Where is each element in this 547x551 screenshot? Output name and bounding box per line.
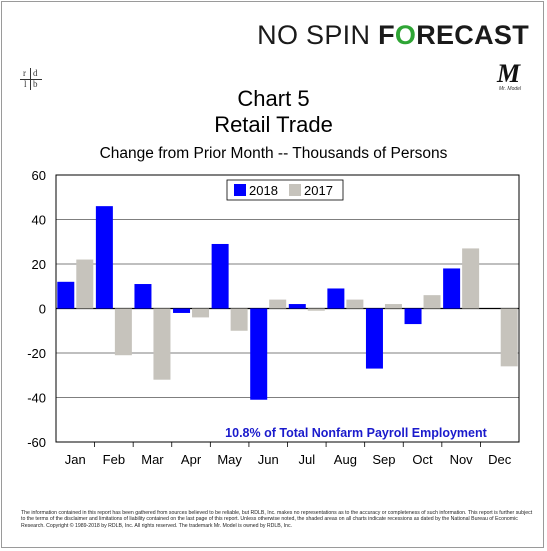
x-tick-label: Mar (141, 452, 164, 467)
y-tick-label: 0 (39, 302, 46, 317)
chart-subtitle: Retail Trade (214, 112, 333, 137)
bar-2017-nov (462, 248, 480, 309)
bar-2017-sep (384, 304, 402, 309)
y-tick-label: 20 (32, 257, 46, 272)
legend-swatch-2017 (289, 184, 301, 196)
x-tick-label: Sep (372, 452, 395, 467)
x-tick-label: Apr (181, 452, 202, 467)
bar-2017-oct (423, 295, 441, 309)
rdlb-logo: r d l b (20, 68, 42, 90)
y-tick-label: 60 (32, 168, 46, 183)
bar-2017-aug (346, 299, 364, 309)
plot-border (55, 174, 520, 443)
y-tick-label: -60 (27, 435, 46, 450)
x-tick-label: Jan (65, 452, 86, 467)
bar-2018-apr (173, 308, 191, 313)
legend-label-2017: 2017 (304, 183, 333, 198)
bar-2017-jun (269, 299, 287, 309)
disclaimer-footer: The information contained in this report… (21, 510, 533, 529)
chart-units-subtitle: Change from Prior Month -- Thousands of … (99, 145, 448, 162)
x-tick-label: Feb (103, 452, 125, 467)
bar-2018-feb (95, 206, 113, 309)
bar-2018-jul (288, 304, 306, 309)
x-tick-label: Oct (412, 452, 433, 467)
bar-2017-dec (500, 308, 518, 367)
legend-label-2018: 2018 (249, 183, 278, 198)
chart-annotation: 10.8% of Total Nonfarm Payroll Employmen… (225, 426, 487, 440)
bar-2018-jun (250, 308, 268, 400)
bar-2017-jan (76, 259, 94, 309)
x-tick-label: Jul (298, 452, 315, 467)
y-tick-label: -20 (27, 346, 46, 361)
x-tick-label: Aug (334, 452, 357, 467)
bar-2018-jan (57, 281, 75, 309)
y-tick-label: -40 (27, 391, 46, 406)
brand-logo: NO SPIN FORECAST (257, 20, 529, 50)
x-tick-label: Jun (258, 452, 279, 467)
bar-2017-may (230, 308, 248, 331)
bar-2018-mar (134, 284, 152, 309)
bar-2018-oct (404, 308, 422, 325)
legend-swatch-2018 (234, 184, 246, 196)
bar-2018-aug (327, 288, 345, 309)
mr-model-logo: M Mr. Model (497, 59, 522, 93)
bar-2018-sep (365, 308, 383, 369)
chart-title: Chart 5 (237, 86, 310, 111)
bar-2017-mar (153, 308, 171, 380)
x-tick-label: Dec (488, 452, 512, 467)
x-tick-label: May (217, 452, 242, 467)
bar-2018-may (211, 243, 229, 309)
legend-box (226, 179, 344, 201)
legend: 2018 2017 (226, 179, 344, 201)
bar-2017-apr (192, 308, 210, 318)
y-tick-label: 40 (32, 213, 46, 228)
bar-2017-jul (307, 308, 325, 311)
bar-2017-feb (114, 308, 132, 356)
bar-2018-nov (443, 268, 461, 309)
target-o-icon: O (394, 20, 417, 50)
x-tick-label: Nov (450, 452, 474, 467)
